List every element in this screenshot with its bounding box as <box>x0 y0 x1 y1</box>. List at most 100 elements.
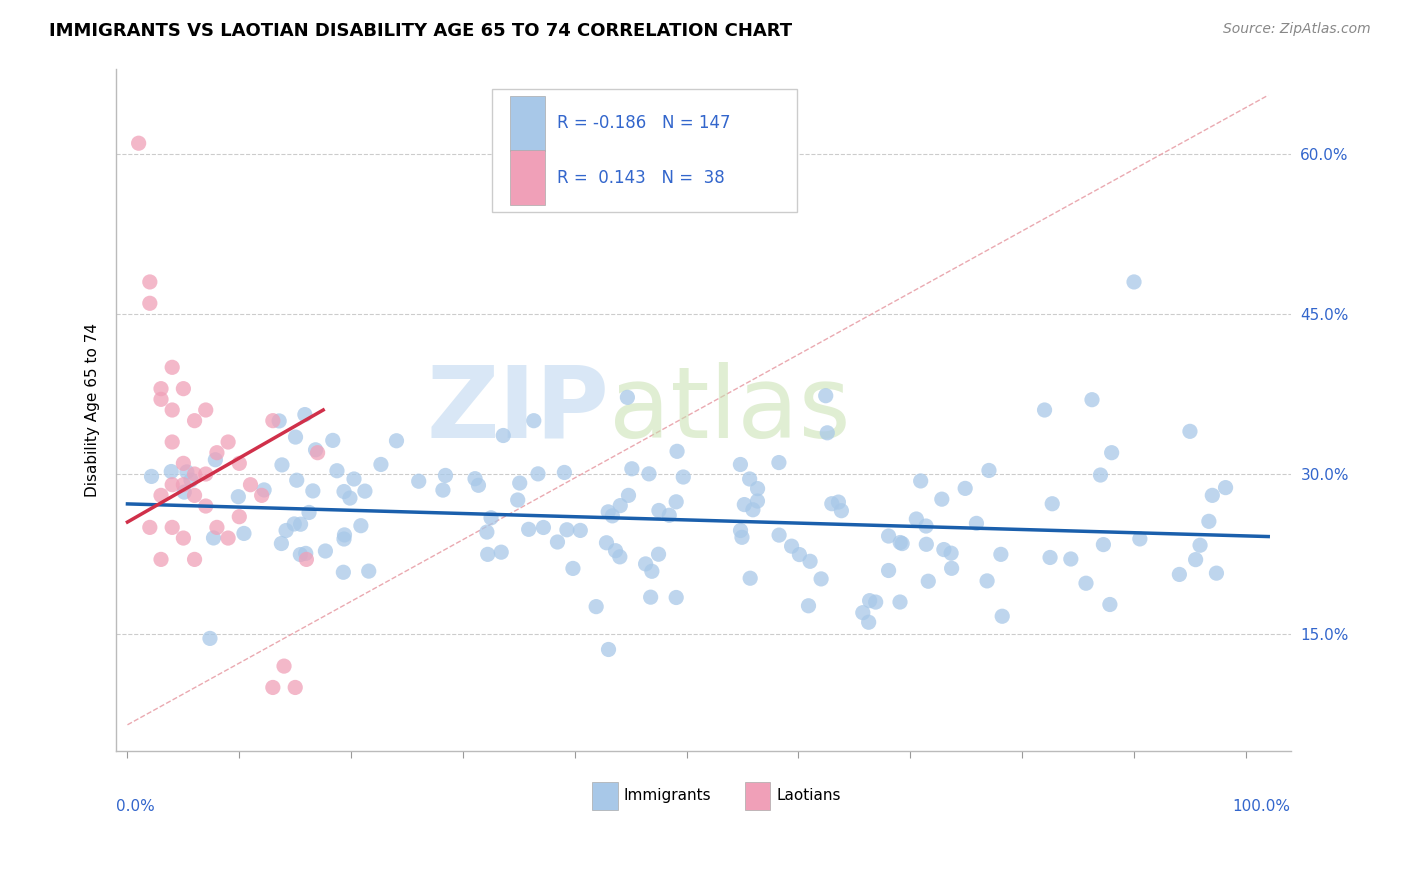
Point <box>202 531 225 545</box>
Point <box>180 473 202 487</box>
FancyBboxPatch shape <box>492 89 797 212</box>
Point <box>350 518 373 533</box>
Point <box>295 552 318 566</box>
Point <box>730 458 752 472</box>
Point <box>194 403 217 417</box>
Point <box>517 522 540 536</box>
Point <box>194 499 217 513</box>
Point <box>160 477 183 491</box>
Point <box>747 494 769 508</box>
Point <box>343 472 366 486</box>
FancyBboxPatch shape <box>509 150 546 205</box>
Point <box>479 511 502 525</box>
Point <box>1201 488 1223 502</box>
Point <box>598 642 620 657</box>
Point <box>322 434 344 448</box>
Point <box>1039 550 1062 565</box>
Point <box>160 520 183 534</box>
Point <box>333 528 356 542</box>
Point <box>172 456 194 470</box>
Point <box>1205 566 1227 581</box>
Point <box>889 535 911 549</box>
Point <box>852 606 875 620</box>
Point <box>198 632 221 646</box>
Point <box>217 435 239 450</box>
Point <box>941 561 963 575</box>
Point <box>658 508 681 523</box>
Point <box>298 506 321 520</box>
Point <box>647 547 669 561</box>
FancyBboxPatch shape <box>592 782 617 810</box>
Point <box>1189 538 1212 552</box>
Point <box>432 483 454 497</box>
Text: 100.0%: 100.0% <box>1233 799 1291 814</box>
Point <box>1129 532 1152 546</box>
Point <box>173 485 195 500</box>
Point <box>269 414 291 428</box>
Point <box>546 535 568 549</box>
Text: Source: ZipAtlas.com: Source: ZipAtlas.com <box>1223 22 1371 37</box>
FancyBboxPatch shape <box>509 96 546 151</box>
Point <box>527 467 550 481</box>
Point <box>284 681 307 695</box>
Point <box>150 552 173 566</box>
Point <box>183 467 205 481</box>
Point <box>810 572 832 586</box>
Point <box>730 524 752 538</box>
Point <box>953 482 976 496</box>
Point <box>877 529 900 543</box>
Point <box>262 681 284 695</box>
Point <box>768 528 790 542</box>
Point <box>160 403 183 417</box>
Point <box>821 497 844 511</box>
Point <box>128 136 150 151</box>
Point <box>302 483 325 498</box>
Point <box>990 547 1012 561</box>
Point <box>1101 445 1123 459</box>
Point <box>183 488 205 502</box>
Text: R = -0.186   N = 147: R = -0.186 N = 147 <box>557 114 730 132</box>
Text: R =  0.143   N =  38: R = 0.143 N = 38 <box>557 169 724 186</box>
Point <box>467 478 489 492</box>
Point <box>228 456 250 470</box>
Point <box>932 542 955 557</box>
Point <box>339 491 361 505</box>
Point <box>172 477 194 491</box>
Point <box>250 488 273 502</box>
Point <box>740 571 762 585</box>
Point <box>204 452 226 467</box>
Point <box>326 464 349 478</box>
Point <box>799 554 821 568</box>
Point <box>877 564 900 578</box>
Point <box>666 444 689 458</box>
Point <box>648 503 671 517</box>
Text: 0.0%: 0.0% <box>117 799 155 814</box>
Y-axis label: Disability Age 65 to 74: Disability Age 65 to 74 <box>86 323 100 497</box>
Point <box>789 548 811 562</box>
Point <box>475 525 498 540</box>
Point <box>1040 497 1063 511</box>
Point <box>738 472 761 486</box>
Point <box>253 483 276 497</box>
Point <box>228 509 250 524</box>
Point <box>274 524 297 538</box>
Point <box>672 470 695 484</box>
Point <box>284 430 307 444</box>
Point <box>333 532 356 546</box>
Point <box>434 468 457 483</box>
Point <box>595 535 617 549</box>
Point <box>665 591 688 605</box>
Point <box>509 476 531 491</box>
Point <box>408 474 430 488</box>
Point <box>865 595 887 609</box>
Point <box>977 463 1000 477</box>
Point <box>283 516 305 531</box>
Point <box>915 537 938 551</box>
Point <box>183 414 205 428</box>
Point <box>332 566 354 580</box>
Point <box>747 482 769 496</box>
Point <box>205 445 228 459</box>
Text: Immigrants: Immigrants <box>624 789 711 804</box>
Point <box>205 520 228 534</box>
Point <box>270 536 292 550</box>
